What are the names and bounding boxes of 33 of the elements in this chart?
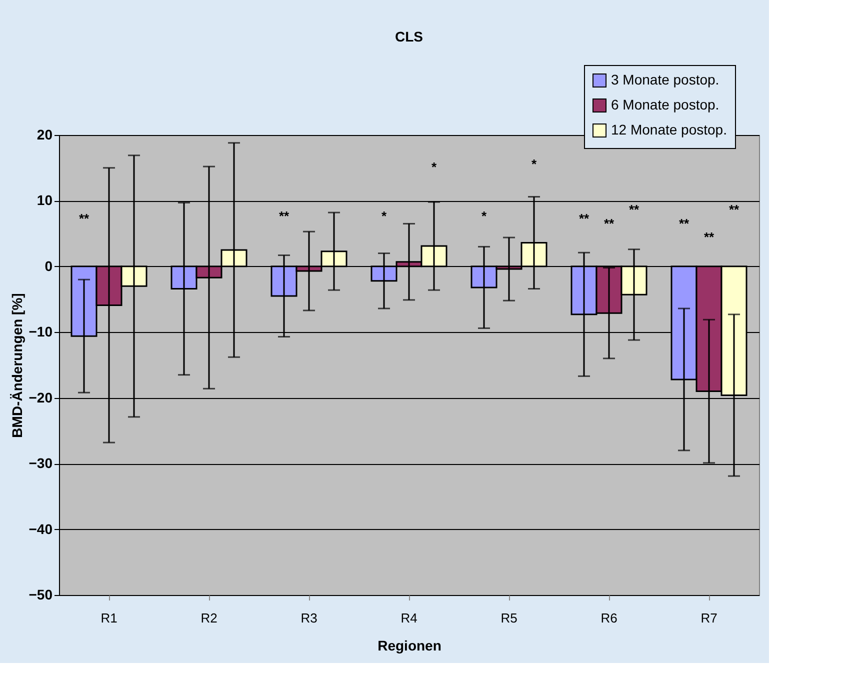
legend-label: 3 Monate postop.: [611, 72, 720, 88]
annotation: **: [704, 230, 715, 245]
annotation: **: [604, 216, 615, 232]
legend-label: 12 Monate postop.: [611, 122, 727, 138]
annotation: *: [481, 208, 488, 224]
annotation: **: [78, 211, 90, 226]
annotation: **: [278, 208, 290, 224]
y-tick-label: 20: [36, 126, 53, 142]
x-tick-label: R1: [100, 610, 118, 626]
x-tick-label: R3: [300, 610, 318, 626]
x-tick-label: R4: [400, 610, 418, 626]
annotation: *: [381, 208, 388, 224]
x-tick-label: R7: [700, 610, 718, 626]
annotation: *: [531, 156, 538, 172]
y-tick-label: −40: [28, 520, 53, 537]
annotation: **: [678, 216, 690, 232]
y-tick-label: −10: [28, 324, 53, 340]
annotation: **: [628, 202, 640, 217]
annotation: **: [578, 211, 590, 226]
y-tick-label: −20: [28, 389, 53, 406]
y-tick-label: 10: [36, 192, 53, 208]
x-tick-label: R6: [600, 610, 618, 626]
x-axis-title: Regionen: [378, 638, 442, 654]
y-axis-title: BMD-Änderungen [%]: [8, 293, 25, 438]
y-tick-label: 0: [44, 258, 53, 274]
x-tick-label: R2: [200, 610, 218, 626]
legend-label: 6 Monate postop.: [611, 96, 720, 112]
annotation: *: [431, 160, 438, 175]
y-tick-label: −50: [28, 586, 53, 602]
x-tick-label: R5: [500, 610, 518, 626]
chart-title: CLS: [395, 28, 423, 44]
y-tick-label: −30: [28, 455, 53, 472]
annotation: **: [728, 202, 740, 217]
